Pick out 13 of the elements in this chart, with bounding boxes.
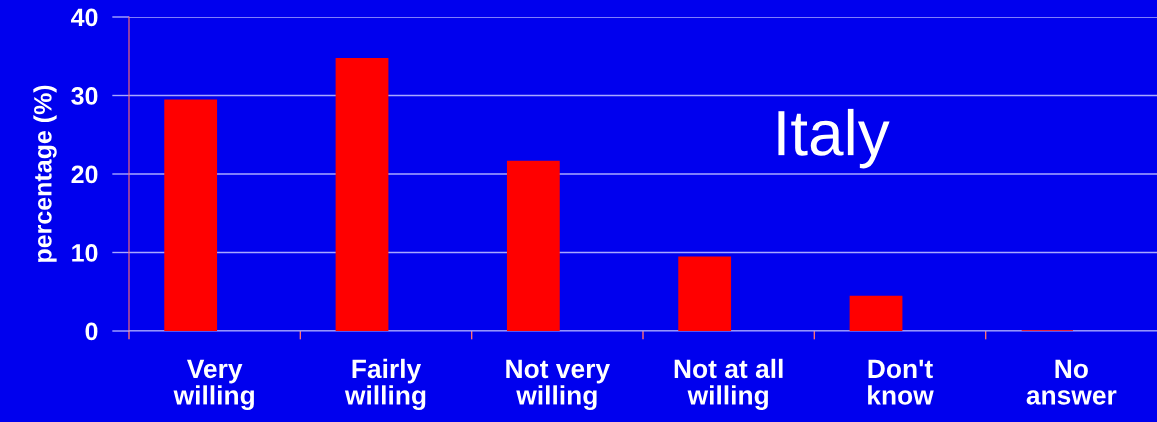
y-tick-label: 10: [72, 244, 98, 262]
y-axis-title: percentage (%): [33, 85, 57, 262]
x-tick-label: Not very willing: [506, 359, 610, 410]
x-tick-label: Fairly willing: [344, 358, 426, 410]
y-tick-label: 40: [71, 8, 98, 27]
y-tick-label: 0: [85, 322, 98, 341]
x-tick-label: Don't know: [868, 359, 934, 405]
x-tick-label: No answer: [1026, 359, 1117, 405]
y-tick-label: 30: [71, 87, 98, 105]
y-tick-label: 20: [71, 165, 98, 184]
x-tick-label: Very willing: [173, 359, 254, 410]
annotation: Italy: [778, 108, 890, 169]
x-tick-label: Not at all willing: [674, 358, 783, 410]
